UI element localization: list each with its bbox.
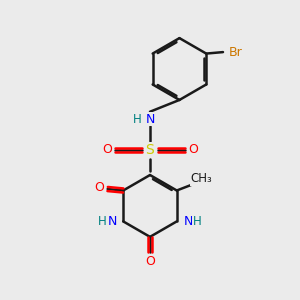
- Text: S: S: [146, 143, 154, 157]
- Text: N: N: [107, 215, 117, 228]
- Text: H: H: [193, 215, 202, 228]
- Text: O: O: [188, 143, 198, 157]
- Text: N: N: [183, 215, 193, 228]
- Text: O: O: [95, 181, 105, 194]
- Text: CH₃: CH₃: [190, 172, 212, 185]
- Text: O: O: [145, 255, 155, 268]
- Text: Br: Br: [229, 46, 242, 59]
- Text: H: H: [133, 112, 142, 126]
- Text: O: O: [102, 143, 112, 157]
- Text: H: H: [98, 215, 107, 228]
- Text: N: N: [145, 112, 155, 126]
